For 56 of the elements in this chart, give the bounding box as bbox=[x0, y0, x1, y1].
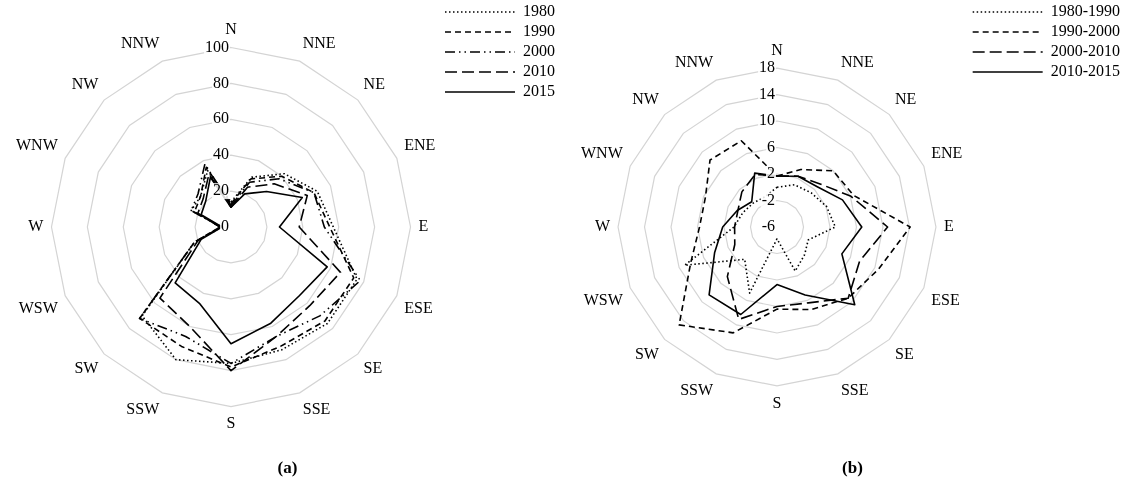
spoke-label: NNW bbox=[674, 53, 714, 71]
legend-label: 1990-2000 bbox=[1050, 22, 1120, 40]
spoke-label: ENE bbox=[931, 143, 963, 161]
y-tick-label: 60 bbox=[213, 109, 229, 127]
spoke-label: SSW bbox=[126, 400, 161, 418]
text: (b) bbox=[842, 458, 863, 478]
spoke-label: E bbox=[418, 217, 429, 235]
legend-label: 1980-1990 bbox=[1050, 2, 1120, 20]
spoke-label: NE bbox=[363, 75, 385, 93]
y-tick-label: 20 bbox=[213, 181, 229, 199]
legend-label: 2000 bbox=[523, 42, 555, 60]
legend-label: 1990 bbox=[523, 22, 555, 40]
y-tick-label: 100 bbox=[205, 37, 229, 55]
spoke-label: SSW bbox=[680, 381, 714, 399]
spoke-label: WNW bbox=[15, 135, 59, 153]
spoke-label: N bbox=[771, 40, 784, 58]
spoke-label: NW bbox=[632, 89, 660, 107]
spoke-label: ESE bbox=[404, 298, 433, 316]
legend-label: 2000-2010 bbox=[1050, 42, 1120, 60]
spoke-label: W bbox=[594, 217, 611, 235]
spoke-label: W bbox=[28, 217, 45, 235]
y-tick-label: 0 bbox=[221, 217, 229, 235]
legend-label: 2010 bbox=[523, 62, 555, 80]
spoke-label: NNE bbox=[840, 53, 874, 71]
legend-label: 2015 bbox=[523, 82, 555, 100]
spoke-label: SW bbox=[634, 344, 660, 362]
y-tick-label: -6 bbox=[761, 217, 775, 235]
spoke-label: SE bbox=[363, 359, 383, 377]
legend-label: 1980 bbox=[523, 2, 555, 20]
spoke-label: NNE bbox=[302, 34, 336, 52]
text: (a) bbox=[277, 458, 298, 478]
spoke-label: N bbox=[225, 20, 238, 38]
spoke-label: SW bbox=[74, 359, 100, 377]
legend-label: 2010-2015 bbox=[1050, 62, 1120, 80]
spoke-label: ENE bbox=[404, 135, 436, 153]
spoke-label: E bbox=[943, 217, 954, 235]
y-tick-label: 2 bbox=[767, 164, 775, 182]
spoke-label: ESE bbox=[931, 290, 960, 308]
spoke-label: SSE bbox=[302, 400, 331, 418]
spoke-label: S bbox=[226, 414, 236, 432]
y-tick-label: 18 bbox=[759, 58, 775, 76]
y-tick-label: 80 bbox=[213, 73, 229, 91]
spoke-label: WSW bbox=[583, 290, 624, 308]
y-tick-label: 6 bbox=[767, 137, 775, 155]
spoke-label: NW bbox=[71, 75, 100, 93]
spoke-label: WNW bbox=[580, 143, 624, 161]
spoke-label: SE bbox=[895, 344, 914, 362]
y-tick-label: 40 bbox=[213, 145, 229, 163]
spoke-label: S bbox=[772, 393, 782, 411]
spoke-label: NNW bbox=[121, 34, 161, 52]
spoke-label: WSW bbox=[18, 298, 59, 316]
spoke-label: NE bbox=[895, 89, 917, 107]
y-tick-label: -2 bbox=[761, 190, 775, 208]
y-tick-label: 10 bbox=[759, 111, 775, 129]
spoke-label: SSE bbox=[840, 381, 869, 399]
y-tick-label: 14 bbox=[759, 84, 775, 102]
